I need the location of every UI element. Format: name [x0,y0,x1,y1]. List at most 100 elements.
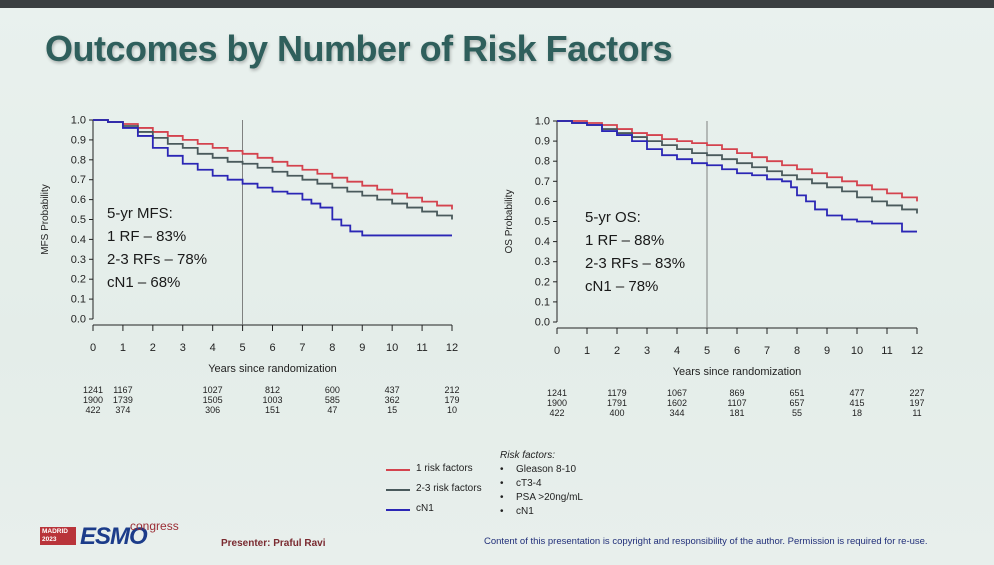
legend-item-1rf: 1 risk factors [386,462,506,478]
x-tick-label: 3 [180,342,186,354]
risk-factors-list: Risk factors: • Gleason 8-10 • cT3-4 • PSA … [500,450,583,519]
annotation-line: 1 RF – 88% [585,232,664,249]
x-tick-label: 9 [359,342,365,354]
x-tick-label: 5 [240,342,246,354]
x-tick-label: 7 [299,342,305,354]
x-tick-label: 10 [851,345,863,357]
y-tick-label: 0.3 [71,254,86,266]
x-tick-label: 10 [386,342,398,354]
x-tick-label: 2 [150,342,156,354]
y-tick-label: 1.0 [535,116,550,128]
x-tick-label: 6 [269,342,275,354]
series-line-cn1 [557,120,917,233]
at-risk-column: 1241 1900 422 [546,388,568,418]
x-axis-label: Years since randomization [673,366,802,378]
x-tick-label: 6 [734,345,740,357]
y-tick-label: 0.4 [535,236,550,248]
y-tick-label: 0.2 [535,276,550,288]
y-tick-label: 0.5 [71,214,86,226]
annotation-line: 1 RF – 83% [107,228,186,245]
x-tick-label: 5 [704,345,710,357]
y-tick-label: 0.8 [71,154,86,166]
y-tick-label: 0.0 [535,317,550,329]
x-tick-label: 1 [584,345,590,357]
legend-label-cn1: cN1 [416,503,434,514]
y-tick-label: 0.5 [535,216,550,228]
x-tick-label: 2 [614,345,620,357]
annotation-line: 5-yr MFS: [107,205,173,222]
x-tick-label: 9 [824,345,830,357]
x-tick-label: 12 [446,342,458,354]
copyright-notice: Content of this presentation is copyrigh… [484,536,928,547]
y-tick-label: 0.4 [71,234,86,246]
y-tick-label: 0.9 [71,134,86,146]
annotation-line: 2-3 RFs – 83% [585,255,685,272]
at-risk-column: 1241 1900 422 [82,385,104,415]
legend-item-cn1: cN1 [386,502,506,518]
legend-swatch-cn1 [386,509,410,511]
logo-sub: congress [130,519,179,533]
top-bar [0,0,994,8]
y-tick-label: 1.0 [71,115,86,127]
y-tick-label: 0.9 [535,136,550,148]
annotation-line: cN1 – 78% [585,278,658,295]
at-risk-column: 477 415 18 [849,388,865,418]
at-risk-column: 651 657 55 [789,388,805,418]
y-tick-label: 0.6 [535,196,550,208]
annotation-line: 2-3 RFs – 78% [107,251,207,268]
y-axis-label: OS Probability [504,190,515,254]
x-tick-label: 4 [210,342,216,354]
at-risk-column: 869 1107 181 [727,388,747,418]
annotation-line: cN1 – 68% [107,274,180,291]
x-tick-label: 8 [329,342,335,354]
at-risk-column: 1027 1505 306 [202,385,223,415]
legend-label-1rf: 1 risk factors [416,463,473,474]
series-line-1-risk-factors [93,119,453,210]
x-tick-label: 11 [416,342,427,354]
series-line-1-risk-factors [557,120,918,202]
x-tick-label: 12 [911,345,923,357]
series-line-cn1 [93,119,452,237]
presenter-credit: Presenter: Praful Ravi [221,538,326,549]
at-risk-column: 1067 1602 344 [666,388,688,418]
legend-label-23rf: 2-3 risk factors [416,483,482,494]
risk-factor-item: • PSA >20ng/mL [500,492,583,503]
y-tick-label: 0.1 [71,294,86,306]
at-risk-column: 1179 1791 400 [606,388,628,418]
y-axis-label: MFS Probability [40,184,51,255]
y-tick-label: 0.7 [535,176,550,188]
y-tick-label: 0.7 [71,174,86,186]
x-axis-label: Years since randomization [208,363,337,375]
risk-factors-title: Risk factors: [500,450,556,461]
x-tick-label: 0 [90,342,96,354]
annotation-line: 5-yr OS: [585,209,641,226]
risk-factor-item: • cN1 [500,506,534,517]
at-risk-column: 600 585 47 [324,385,340,415]
logo-badge: MADRID 2023 [40,527,76,545]
risk-factor-item: • cT3-4 [500,478,542,489]
x-tick-label: 1 [120,342,126,354]
at-risk-column: 437 362 15 [384,385,400,415]
logo-text: ESMO [80,523,148,550]
y-tick-label: 0.2 [71,274,86,286]
x-tick-label: 11 [881,345,892,357]
x-tick-label: 7 [764,345,770,357]
at-risk-column: 227 197 11 [909,388,925,418]
x-tick-label: 3 [644,345,650,357]
y-tick-label: 0.0 [71,314,86,326]
y-tick-label: 0.8 [535,156,550,168]
at-risk-column: 212 179 10 [444,385,460,415]
x-tick-label: 0 [554,345,560,357]
at-risk-column: 812 1003 151 [262,385,283,415]
y-tick-label: 0.6 [71,194,86,206]
x-tick-label: 4 [674,345,680,357]
y-tick-label: 0.1 [535,296,550,308]
legend-swatch-23rf [386,489,410,491]
legend-swatch-1rf [386,469,410,471]
x-tick-label: 8 [794,345,800,357]
y-tick-label: 0.3 [535,256,550,268]
legend-item-23rf: 2-3 risk factors [386,482,506,498]
at-risk-column: 1167 1739 374 [112,385,133,415]
risk-factor-item: • Gleason 8-10 [500,464,577,475]
